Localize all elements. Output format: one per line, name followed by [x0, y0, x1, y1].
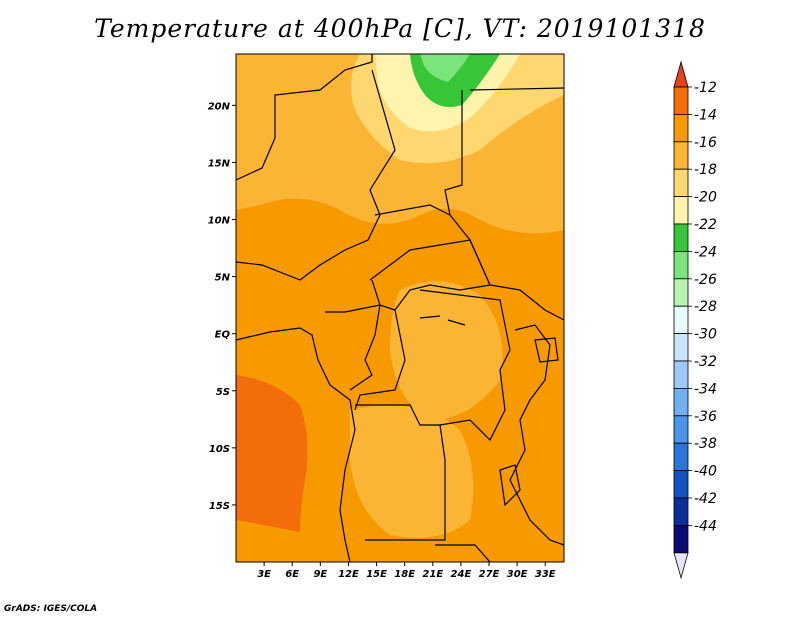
lake-outline [534, 337, 559, 363]
colorbar-segment [673, 470, 689, 499]
border-line [369, 239, 491, 311]
credit-text: GrADS: IGES/COLA [4, 604, 98, 614]
chart-title: Temperature at 400hPa [C], VT: 201910131… [94, 14, 706, 43]
colorbar-label: -22 [694, 217, 717, 233]
colorbar-segment [673, 250, 689, 280]
colorbar-label: -44 [694, 518, 717, 534]
colorbar-segment [673, 525, 689, 554]
colorbar-segment [673, 168, 689, 197]
y-tick-label: 10S [209, 444, 230, 455]
colorbar-label: -24 [694, 244, 717, 260]
colorbar-segment [673, 196, 689, 225]
colorbar-label: -40 [694, 464, 717, 480]
border-line [374, 204, 451, 216]
lake-outline [499, 464, 521, 507]
x-tick-label: 21E [422, 569, 443, 580]
y-tick-label: 10N [208, 216, 231, 227]
y-tick-label: 5S [216, 387, 230, 398]
colorbar-label: -14 [694, 107, 717, 123]
x-tick-label: 15E [366, 569, 387, 580]
x-tick-label: 3E [257, 569, 271, 580]
coastline [509, 324, 564, 546]
colorbar-segment [673, 387, 689, 417]
colorbar-label: -42 [694, 491, 717, 507]
colorbar-segment [673, 305, 689, 335]
colorbar-segment [673, 415, 689, 444]
x-tick-label: 12E [338, 569, 359, 580]
colorbar: -12 -14 -16 -18 -20 -22 -24 -26 -28 -30 -32 -34 -36 -… [673, 60, 717, 580]
map-frame [235, 53, 565, 563]
x-tick-label: 6E [285, 569, 299, 580]
colorbar-segment [673, 497, 689, 526]
colorbar-segment [673, 114, 689, 143]
border-line [325, 304, 381, 391]
colorbar-label: -28 [694, 299, 717, 315]
colorbar-segment [673, 442, 689, 472]
x-tick-label: 27E [479, 569, 500, 580]
colorbar-segment [673, 86, 689, 115]
y-tick-label: 20N [208, 101, 231, 112]
border-line [236, 54, 373, 181]
border-line [435, 544, 491, 562]
y-tick-label: EQ [215, 330, 231, 341]
y-tick-label: 15S [209, 501, 230, 512]
colorbar-label: -12 [694, 80, 717, 96]
coastline [236, 327, 356, 562]
colorbar-label: -36 [694, 409, 717, 425]
x-tick-label: 30E [507, 569, 528, 580]
field-band-minus26 [420, 54, 470, 82]
colorbar-label: -26 [694, 272, 717, 288]
field-band-minus18-central [390, 281, 503, 420]
y-axis: 20N 15N 10N 5N EQ 5S 10S 15S [208, 101, 236, 512]
temperature-field [236, 54, 564, 562]
border-line [419, 289, 511, 442]
field-band-minus14 [236, 375, 308, 532]
colorbar-top-arrow [673, 60, 689, 88]
country-borders [236, 54, 564, 562]
border-line [354, 309, 406, 411]
colorbar-label: -32 [694, 354, 717, 370]
colorbar-segment [673, 141, 689, 170]
colorbar-label: -30 [694, 327, 717, 343]
x-tick-label: 33E [535, 569, 556, 580]
colorbar-label: -38 [694, 436, 717, 452]
colorbar-label: -34 [694, 381, 717, 397]
colorbar-label: -16 [694, 135, 717, 151]
x-tick-label: 9E [313, 569, 327, 580]
river-line [419, 315, 466, 326]
colorbar-label: -18 [694, 162, 717, 178]
y-tick-label: 15N [208, 158, 231, 169]
colorbar-segment [673, 333, 689, 362]
colorbar-bottom-arrow [673, 552, 689, 580]
colorbar-segment [673, 223, 689, 252]
x-tick-label: 18E [394, 569, 415, 580]
colorbar-label: -20 [694, 190, 717, 206]
x-axis: 3E 6E 9E 12E 15E 18E 21E 24E 27E 30E 33E [257, 562, 556, 580]
border-line [236, 69, 396, 281]
colorbar-segment [673, 360, 689, 389]
border-line [469, 87, 564, 91]
x-tick-label: 24E [451, 569, 472, 580]
y-tick-label: 5N [215, 273, 231, 284]
colorbar-segment [673, 278, 689, 307]
